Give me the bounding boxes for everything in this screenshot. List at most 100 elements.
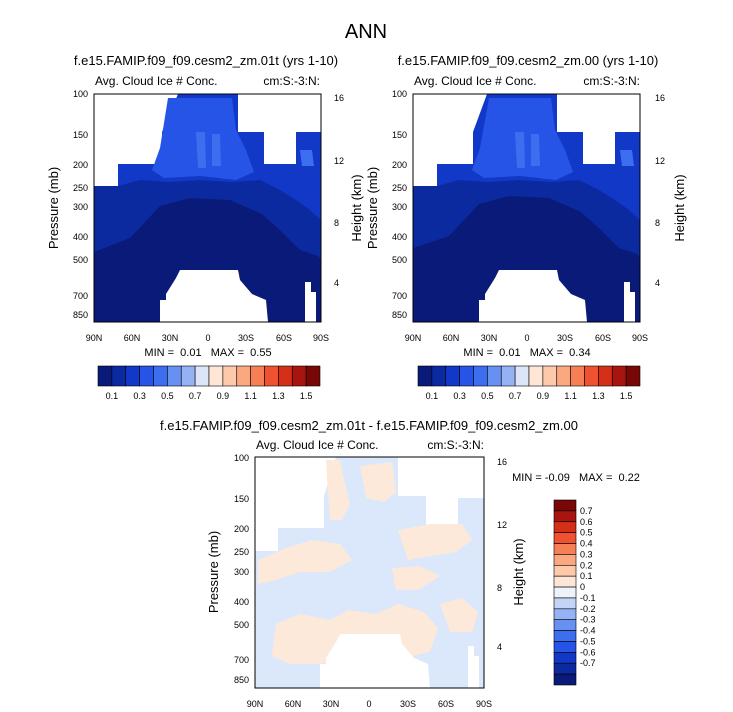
- panel-2-yticks-right: 16 12 8 4: [655, 93, 665, 288]
- panel-2-region-deep: [413, 196, 640, 322]
- panel-2-ytick-right-label: 4: [655, 278, 660, 288]
- colorbar-label: 0.5: [580, 528, 593, 538]
- colorbar-label: 0.3: [453, 391, 466, 401]
- colorbar-label: 0.1: [580, 571, 593, 581]
- colorbar-swatch: [553, 564, 577, 577]
- panel-1-frame: [93, 93, 322, 323]
- colorbar-label: 0.7: [580, 506, 593, 516]
- colorbar-swatch: [180, 365, 196, 387]
- colorbar-label: 0.1: [426, 391, 439, 401]
- colorbar-label: 0.9: [537, 391, 550, 401]
- panel-1-yticks-right: 16 12 8 4: [334, 93, 344, 288]
- panel-3-ytick-label: 150: [234, 494, 249, 504]
- panel-3-ytick-right-label: 4: [497, 642, 502, 652]
- colorbar-swatch: [167, 365, 182, 387]
- panel-1-xtick-label: 0: [205, 333, 210, 343]
- panel-1-xticks: 90N 60N 30N 0 30S 60S 90S: [86, 333, 329, 343]
- panel-1-ytick-label: 100: [73, 89, 88, 99]
- colorbar-label: 0: [580, 582, 585, 592]
- panel-1-title: f.e15.FAMIP.f09_f09.cesm2_zm.01t (yrs 1-…: [74, 53, 338, 68]
- panel-3-xtick-label: 0: [366, 699, 371, 709]
- panel-3-xtick-label: 90N: [247, 699, 264, 709]
- panel-3-ytick-label: 250: [234, 547, 249, 557]
- panel-2-xtick-label: 90N: [405, 333, 422, 343]
- panel-2-ylabel-right: Height (km): [672, 174, 687, 241]
- panel-1-region-core: [196, 132, 314, 168]
- colorbar-swatch: [125, 365, 140, 387]
- colorbar-swatch: [553, 521, 577, 533]
- colorbar-label: -0.3: [580, 615, 596, 625]
- colorbar-swatch: [194, 365, 210, 387]
- panel-2-ytick-label: 150: [392, 130, 407, 140]
- panel-1-units-label: cm:S:-3:N:: [263, 74, 320, 88]
- panel-3-ylabel: Pressure (mb): [206, 531, 221, 613]
- colorbar-swatch: [139, 365, 154, 387]
- colorbar-label: 0.1: [106, 391, 119, 401]
- panel-1-ytick-right-label: 12: [334, 156, 344, 166]
- panel-2-ytick-label: 850: [392, 310, 407, 320]
- colorbar-label: -0.4: [580, 626, 596, 636]
- colorbar-swatch: [553, 510, 577, 523]
- colorbar-swatch: [431, 365, 447, 387]
- panel-1-missing-surface: [166, 270, 268, 322]
- colorbar-swatch: [473, 365, 488, 387]
- panel-3-ytick-label: 100: [234, 453, 249, 463]
- panel-2-yticks: 100 150 200 250 300 400 500 700 850: [392, 89, 407, 320]
- colorbar-swatch: [487, 365, 502, 387]
- panel-3-region-positive-lower: [272, 598, 478, 664]
- panel-3-xtick-label: 60N: [285, 699, 302, 709]
- panel-3-ytick-label: 400: [234, 597, 249, 607]
- colorbar-swatch: [278, 365, 293, 387]
- panel-2-colorbar: 0.1 0.3 0.5 0.7 0.9 1.1 1.3 1.5: [417, 365, 641, 401]
- panel-1-stats: MIN = 0.01 MAX = 0.55: [144, 347, 271, 359]
- panel-3-yticks-right: 16 12 8 4: [497, 457, 507, 652]
- panel-1-ylabel-right: Height (km): [349, 174, 364, 241]
- panel-2-xtick-label: 30S: [557, 333, 573, 343]
- colorbar-label: 0.5: [161, 391, 174, 401]
- colorbar-swatch: [514, 365, 530, 387]
- panel-3: f.e15.FAMIP.f09_f09.cesm2_zm.01t - f.e15…: [160, 418, 640, 709]
- panel-2-xticks: 90N 60N 30N 0 30S 60S 90S: [405, 333, 648, 343]
- colorbar-swatch: [291, 365, 307, 387]
- panel-3-ytick-label: 200: [234, 524, 249, 534]
- panel-1-xtick-label: 30N: [162, 333, 179, 343]
- panel-1-yticks: 100 150 200 250 300 400 500 700 850: [73, 89, 88, 320]
- colorbar-swatch: [553, 630, 577, 642]
- colorbar-label: -0.1: [580, 593, 596, 603]
- colorbar-swatch: [459, 365, 474, 387]
- panel-2-xtick-label: 60N: [443, 333, 460, 343]
- colorbar-label: 1.3: [272, 391, 285, 401]
- panel-1-variable-label: Avg. Cloud Ice # Conc.: [95, 74, 218, 88]
- colorbar-swatch: [584, 365, 599, 387]
- colorbar-swatch: [598, 365, 613, 387]
- colorbar-label: 1.1: [564, 391, 577, 401]
- colorbar-label: 0.9: [217, 391, 230, 401]
- colorbar-swatch: [208, 365, 224, 387]
- panel-2-xtick-label: 0: [524, 333, 529, 343]
- colorbar-swatch: [553, 554, 577, 566]
- colorbar-swatch: [553, 619, 577, 631]
- panel-3-xtick-label: 30N: [323, 699, 340, 709]
- panel-1-ytick-label: 400: [73, 232, 88, 242]
- panel-1-region-deep: [94, 198, 321, 322]
- colorbar-swatch: [445, 365, 460, 387]
- panel-3-ytick-right-label: 16: [497, 457, 507, 467]
- panel-3-field: [255, 457, 484, 688]
- colorbar-swatch: [250, 365, 265, 387]
- panel-3-missing-surface: [326, 634, 430, 688]
- colorbar-label: 0.5: [481, 391, 494, 401]
- panel-1-ytick-right-label: 4: [334, 278, 339, 288]
- colorbar-swatch: [553, 499, 577, 512]
- colorbar-label: -0.7: [580, 658, 596, 668]
- panel-3-title: f.e15.FAMIP.f09_f09.cesm2_zm.01t - f.e15…: [160, 418, 578, 433]
- panel-1-field: [94, 94, 321, 322]
- panel-1-ytick-label: 150: [73, 130, 88, 140]
- colorbar-swatch: [553, 575, 577, 588]
- panel-1-ytick-label: 300: [73, 202, 88, 212]
- panel-1-ytick-right-label: 8: [334, 218, 339, 228]
- panel-3-ytick-label: 300: [234, 567, 249, 577]
- colorbar-swatch: [553, 532, 577, 544]
- colorbar-swatch: [570, 365, 585, 387]
- colorbar-label: -0.6: [580, 647, 596, 657]
- panel-2-xtick-label: 30N: [481, 333, 498, 343]
